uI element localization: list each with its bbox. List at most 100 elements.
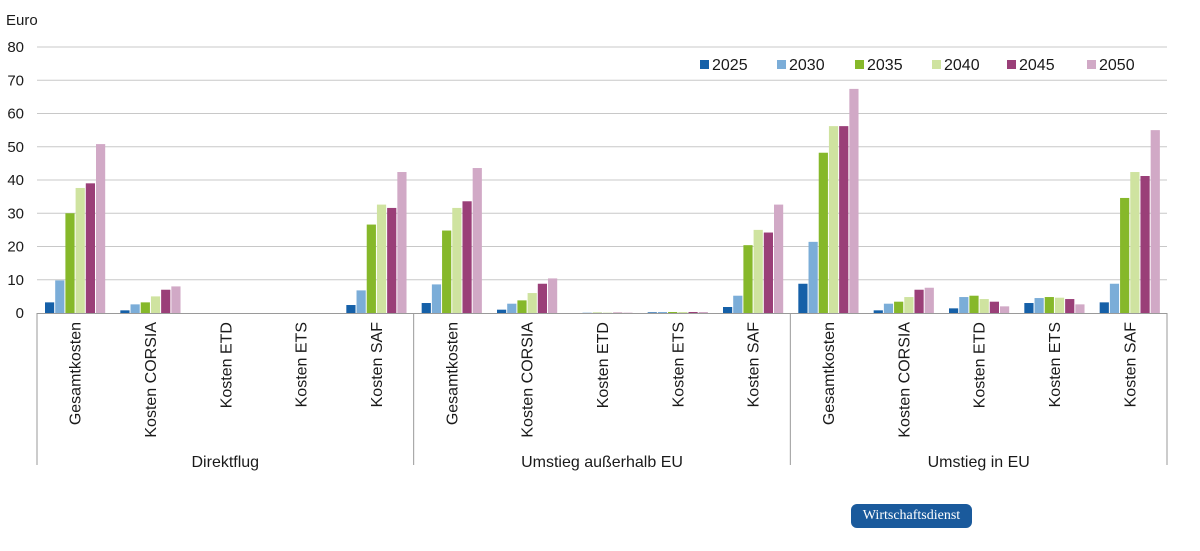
bar bbox=[1065, 299, 1075, 313]
bar bbox=[75, 187, 85, 313]
category-label: Kosten SAF bbox=[369, 322, 386, 408]
publisher-badge-text: Wirtschaftsdienst bbox=[862, 508, 961, 523]
bar bbox=[914, 289, 924, 313]
legend-label: 2040 bbox=[944, 57, 980, 74]
y-tick-label: 70 bbox=[7, 72, 24, 89]
bar bbox=[698, 312, 708, 313]
category-label: Kosten ETS bbox=[1047, 322, 1064, 407]
bar bbox=[1000, 306, 1010, 313]
bar bbox=[763, 232, 773, 313]
y-tick-label: 50 bbox=[7, 139, 24, 156]
gridlines bbox=[37, 46, 1167, 281]
category-label: Gesamtkosten bbox=[444, 322, 461, 425]
legend: 2025 2030 2035 2040 2045 2050 bbox=[700, 57, 1135, 74]
bar bbox=[161, 289, 171, 313]
bar bbox=[1099, 302, 1109, 313]
bar bbox=[678, 312, 688, 313]
category-label: Kosten ETD bbox=[595, 322, 612, 408]
bar bbox=[688, 312, 698, 313]
bar bbox=[818, 152, 828, 313]
bar bbox=[743, 245, 753, 313]
bar bbox=[989, 301, 999, 313]
legend-swatch bbox=[700, 60, 709, 69]
bar bbox=[723, 307, 733, 313]
bar bbox=[1130, 172, 1140, 313]
bar bbox=[537, 283, 547, 313]
bar bbox=[507, 303, 517, 313]
category-label: Gesamtkosten bbox=[821, 322, 838, 425]
group-labels: Direktflug Umstieg außerhalb EU Umstieg in… bbox=[192, 454, 1030, 471]
category-label: Kosten ETD bbox=[972, 322, 989, 408]
bar bbox=[431, 284, 442, 313]
bar bbox=[65, 213, 75, 313]
bar bbox=[894, 301, 904, 313]
bar bbox=[527, 293, 537, 313]
category-labels: Gesamtkosten Kosten CORSIA Kosten ETD Koste… bbox=[68, 322, 1140, 438]
bar bbox=[387, 207, 397, 313]
bar bbox=[1120, 197, 1130, 313]
bar bbox=[668, 312, 678, 313]
legend-label: 2030 bbox=[789, 57, 825, 74]
bar bbox=[839, 126, 849, 313]
bar bbox=[130, 304, 140, 313]
group-label: Umstieg außerhalb EU bbox=[521, 454, 683, 471]
bar bbox=[774, 204, 784, 313]
legend-swatch bbox=[1087, 60, 1096, 69]
bar bbox=[120, 310, 130, 313]
bar bbox=[979, 299, 989, 313]
bar bbox=[548, 278, 558, 313]
bar bbox=[346, 305, 356, 313]
bar bbox=[1044, 297, 1054, 313]
bar bbox=[517, 300, 527, 313]
bar bbox=[421, 303, 431, 313]
legend-swatch bbox=[777, 60, 786, 69]
legend-label: 2045 bbox=[1019, 57, 1055, 74]
bar bbox=[356, 290, 366, 313]
y-axis-title: Euro bbox=[6, 12, 38, 29]
bar bbox=[849, 88, 859, 313]
legend-label: 2035 bbox=[867, 57, 903, 74]
bar bbox=[753, 229, 763, 314]
bar bbox=[647, 312, 657, 313]
bar bbox=[376, 204, 387, 313]
bar bbox=[366, 224, 376, 313]
bar bbox=[462, 201, 472, 313]
bar bbox=[969, 295, 979, 313]
bar bbox=[1034, 298, 1044, 313]
y-tick-label: 80 bbox=[7, 39, 24, 56]
category-axis bbox=[36, 313, 1168, 465]
bar bbox=[150, 296, 161, 314]
bar bbox=[452, 207, 462, 313]
category-label: Kosten SAF bbox=[746, 322, 763, 408]
bar bbox=[45, 302, 55, 313]
y-tick-label: 0 bbox=[16, 305, 24, 322]
category-label: Gesamtkosten bbox=[68, 322, 85, 425]
bar bbox=[733, 295, 743, 313]
legend-swatch bbox=[855, 60, 864, 69]
y-tick-label: 40 bbox=[7, 172, 24, 189]
y-tick-label: 60 bbox=[7, 106, 24, 123]
bar bbox=[1109, 283, 1120, 313]
bar bbox=[1054, 297, 1065, 313]
bar bbox=[140, 302, 150, 313]
bar bbox=[472, 168, 482, 313]
y-tick-label: 20 bbox=[7, 239, 24, 256]
group-label: Umstieg in EU bbox=[928, 454, 1030, 471]
category-label: Kosten ETS bbox=[670, 322, 687, 407]
bar bbox=[497, 309, 507, 313]
bar bbox=[924, 287, 934, 313]
bar bbox=[904, 297, 914, 313]
bar bbox=[657, 312, 668, 313]
bar bbox=[442, 230, 452, 313]
bars bbox=[45, 88, 1160, 314]
bar bbox=[808, 241, 818, 313]
publisher-badge: Wirtschaftsdienst bbox=[851, 504, 972, 528]
bar bbox=[55, 280, 65, 313]
category-label: Kosten ETD bbox=[218, 322, 235, 408]
category-label: Kosten SAF bbox=[1122, 322, 1139, 408]
bar bbox=[1150, 130, 1160, 314]
bar bbox=[873, 310, 883, 313]
bar bbox=[171, 286, 181, 313]
bar bbox=[949, 308, 959, 313]
